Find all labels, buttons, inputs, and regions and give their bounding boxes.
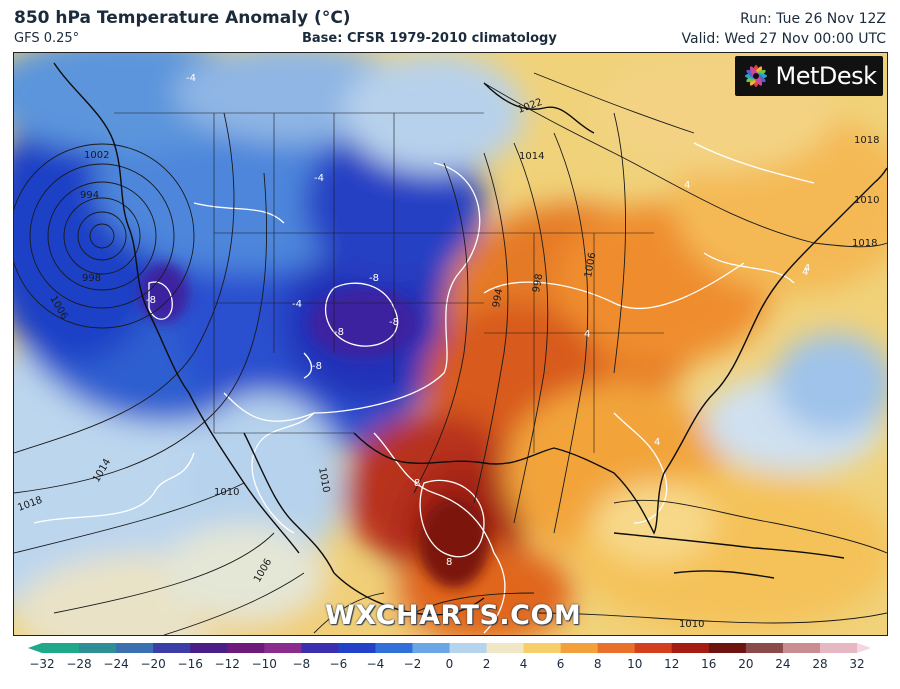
colorbar-tick-label: −2 <box>403 657 422 671</box>
anomaly-label: 4 <box>654 437 660 448</box>
map-canvas: 1002 994 998 1006 1014 1018 1010 1006 10… <box>14 53 887 635</box>
colorbar-segment <box>301 643 339 653</box>
borders <box>114 112 664 453</box>
colorbar-segment <box>782 643 821 653</box>
colorbar-segment <box>227 643 265 653</box>
anomaly-contours <box>33 142 815 634</box>
colorbar-segment <box>42 643 80 653</box>
colorbar-tick-label: −20 <box>140 657 166 671</box>
anomaly-label: -4 <box>292 299 302 310</box>
colorbar-segment <box>153 643 191 653</box>
anomaly-label: 8 <box>414 478 420 489</box>
anomaly-label: 4 <box>684 180 690 191</box>
isobar-label: 1010 <box>679 619 704 630</box>
colorbar-tick-label: 8 <box>593 657 602 671</box>
isobar-label: 998 <box>531 273 545 294</box>
colorbar-right-arrow <box>857 643 871 653</box>
anomaly-cores <box>139 263 489 588</box>
colorbar-tick-label: −10 <box>251 657 277 671</box>
isobars <box>14 72 887 635</box>
colorbar-tick-label: −32 <box>29 657 55 671</box>
colorbar-tick-label: −28 <box>66 657 92 671</box>
colorbar-segment <box>486 643 525 653</box>
colorbar-tick-label: 4 <box>519 657 528 671</box>
anomaly-label: -8 <box>312 361 322 372</box>
isobar-label: 994 <box>80 190 99 201</box>
colorbar-tick-label: 12 <box>664 657 680 671</box>
colorbar-segment <box>560 643 599 653</box>
coastlines <box>53 62 887 616</box>
colorbar-segment <box>449 643 488 653</box>
colorbar-segment <box>708 643 747 653</box>
isobar-label: 1006 <box>583 252 598 279</box>
chart-title: 850 hPa Temperature Anomaly (°C) <box>14 8 351 28</box>
colorbar-segment <box>190 643 228 653</box>
colorbar-tick-label: 2 <box>482 657 491 671</box>
colorbar <box>28 643 871 653</box>
colorbar-tick-label: 32 <box>849 657 865 671</box>
colorbar-tick-label: 10 <box>627 657 643 671</box>
anomaly-label: -8 <box>334 327 344 338</box>
anomaly-label: -4 <box>314 173 324 184</box>
anomaly-label: 4 <box>584 329 590 340</box>
wxcharts-watermark: WXCHARTS.COM <box>325 600 582 631</box>
colorbar-segment <box>634 643 673 653</box>
anomaly-label: -4 <box>186 73 196 84</box>
colorbar-segment <box>116 643 154 653</box>
isobar-label: 994 <box>491 288 505 309</box>
colorbar-segment <box>412 643 450 653</box>
colorbar-tick-label: 28 <box>812 657 828 671</box>
metdesk-logo-icon <box>745 65 768 87</box>
colorbar-segment <box>79 643 117 653</box>
colorbar-tick-label: 0 <box>445 657 454 671</box>
colorbar-segment <box>597 643 636 653</box>
valid-time-label: Valid: Wed 27 Nov 00:00 UTC <box>681 31 886 47</box>
colorbar-left-arrow <box>28 643 42 653</box>
colorbar-segment <box>375 643 413 653</box>
colorbar-segment <box>264 643 302 653</box>
colorbar-segment <box>523 643 562 653</box>
climatology-base-label: Base: CFSR 1979-2010 climatology <box>302 31 557 46</box>
isobar-label: 1014 <box>519 151 544 162</box>
colorbar-tick-label: −6 <box>329 657 348 671</box>
colorbar-segment <box>338 643 376 653</box>
anomaly-map: 1002 994 998 1006 1014 1018 1010 1006 10… <box>13 52 888 636</box>
colorbar-tick-label: 6 <box>556 657 565 671</box>
anomaly-label: 8 <box>446 557 452 568</box>
colorbar-tick-label: −4 <box>366 657 385 671</box>
isobar-label: 1010 <box>854 195 879 206</box>
anomaly-label: -8 <box>389 317 399 328</box>
isobar-label: 1018 <box>854 135 879 146</box>
metdesk-logo-text: MetDesk <box>775 62 877 90</box>
colorbar-segment <box>671 643 710 653</box>
model-label: GFS 0.25° <box>14 31 80 46</box>
anomaly-label: 4 <box>804 263 810 274</box>
isobar-label: 1002 <box>84 150 109 161</box>
anomaly-field <box>14 53 887 635</box>
colorbar-tick-label: −8 <box>292 657 311 671</box>
colorbar-tick-labels: −32 −28 −24 −20 −16 −12 −10 −8 −6 −4 −2 0 2 4 6 8 10 12 16… <box>0 657 900 677</box>
isobar-label: 1010 <box>316 467 331 494</box>
isobar-label: 1010 <box>214 487 239 498</box>
colorbar-tick-label: −12 <box>214 657 240 671</box>
colorbar-tick-label: −16 <box>177 657 203 671</box>
metdesk-logo: MetDesk <box>735 56 883 96</box>
colorbar-tick-label: 24 <box>775 657 791 671</box>
colorbar-tick-label: 20 <box>738 657 754 671</box>
isobar-label: 1018 <box>852 238 877 249</box>
colorbar-segment <box>745 643 784 653</box>
anomaly-label: -8 <box>369 273 379 284</box>
anomaly-labels: -8 -8 -8 -8 -8 -4 -4 4 4 4 4 8 8 4 -4 <box>146 73 810 568</box>
anomaly-label: 4 <box>802 267 808 278</box>
run-time-label: Run: Tue 26 Nov 12Z <box>740 11 886 27</box>
anomaly-label: -8 <box>146 295 156 306</box>
isobar-label: 998 <box>82 273 101 284</box>
colorbar-segment <box>819 643 858 653</box>
colorbar-tick-label: 16 <box>701 657 717 671</box>
colorbar-tick-label: −24 <box>103 657 129 671</box>
